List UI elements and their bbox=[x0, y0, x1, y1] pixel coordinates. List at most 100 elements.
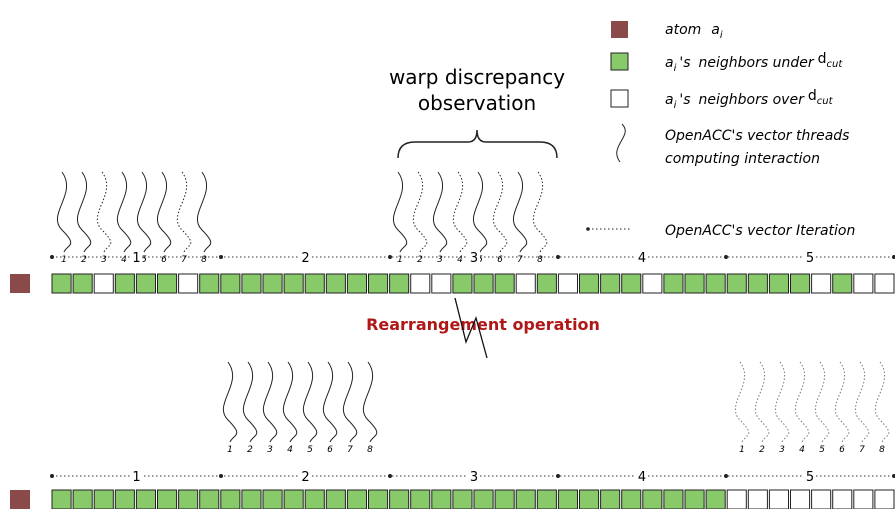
thread bbox=[734, 361, 750, 443]
thread bbox=[512, 171, 528, 253]
cell bbox=[389, 489, 410, 509]
thread bbox=[222, 361, 238, 443]
thread-label: 5 bbox=[307, 445, 313, 455]
thread-label: 6 bbox=[327, 445, 333, 455]
cell bbox=[663, 273, 684, 294]
cell bbox=[199, 489, 220, 509]
iteration-dot bbox=[388, 474, 392, 478]
segment-label: 2 bbox=[301, 251, 309, 266]
cell bbox=[621, 273, 642, 294]
cell bbox=[368, 489, 389, 509]
thread bbox=[282, 361, 298, 443]
thread-label: 4 bbox=[799, 445, 805, 455]
cell bbox=[832, 489, 853, 509]
cell bbox=[410, 273, 431, 294]
cell bbox=[157, 273, 178, 294]
label-bg bbox=[804, 249, 816, 265]
segment-label: 1 bbox=[132, 251, 140, 266]
thread-label: 5 bbox=[477, 255, 483, 265]
segment-label: 4 bbox=[638, 470, 646, 485]
thread bbox=[136, 171, 152, 253]
cell bbox=[811, 273, 832, 294]
thread bbox=[262, 361, 278, 443]
iteration-dot bbox=[50, 255, 54, 259]
cell bbox=[262, 273, 283, 294]
iteration-dot bbox=[556, 255, 560, 259]
thread-label: 4 bbox=[121, 255, 127, 265]
legend-part: neighbors over bbox=[699, 92, 806, 108]
cell bbox=[790, 489, 811, 509]
thread-label: 6 bbox=[839, 445, 845, 455]
cell bbox=[304, 489, 325, 509]
thread-label: 5 bbox=[141, 255, 147, 265]
thread-label: 3 bbox=[101, 255, 107, 265]
thread-label: 1 bbox=[739, 445, 745, 455]
segment-label: 3 bbox=[470, 470, 478, 485]
cell bbox=[51, 489, 72, 509]
thread bbox=[412, 171, 428, 253]
cell bbox=[642, 489, 663, 509]
iteration-dot bbox=[219, 255, 223, 259]
legend-part: atom bbox=[665, 22, 701, 38]
thread bbox=[472, 171, 488, 253]
label-bg bbox=[804, 468, 816, 484]
thread bbox=[392, 171, 408, 253]
legend-part: a bbox=[665, 55, 674, 71]
operation-label: Rearrangement operation bbox=[366, 315, 600, 334]
cell bbox=[135, 489, 156, 509]
cell bbox=[325, 273, 346, 294]
cell bbox=[241, 489, 262, 509]
iteration-dot bbox=[556, 474, 560, 478]
thread bbox=[794, 361, 810, 443]
thread bbox=[176, 171, 192, 253]
legend-thread bbox=[616, 123, 626, 163]
cell bbox=[452, 489, 473, 509]
cell bbox=[325, 489, 346, 509]
cell bbox=[262, 489, 283, 509]
cell bbox=[811, 489, 832, 509]
cell bbox=[790, 273, 811, 294]
cell bbox=[874, 273, 895, 294]
cell bbox=[536, 489, 557, 509]
thread-label: 3 bbox=[437, 255, 443, 265]
cell bbox=[536, 273, 557, 294]
legend-atom bbox=[611, 21, 628, 38]
thread bbox=[834, 361, 850, 443]
lightning bbox=[454, 297, 488, 359]
cell bbox=[389, 273, 410, 294]
legend-part: 's bbox=[679, 92, 690, 108]
cell bbox=[663, 489, 684, 509]
cell bbox=[747, 489, 768, 509]
legend-part: i bbox=[674, 100, 677, 111]
cell bbox=[431, 273, 452, 294]
legend-part: i bbox=[674, 63, 677, 74]
thread-label: 6 bbox=[497, 255, 503, 265]
cell bbox=[431, 489, 452, 509]
brace bbox=[397, 129, 558, 159]
cell bbox=[600, 489, 621, 509]
cell bbox=[178, 273, 199, 294]
thread bbox=[432, 171, 448, 253]
cell bbox=[473, 273, 494, 294]
thread bbox=[532, 171, 548, 253]
thread-label: 8 bbox=[537, 255, 543, 265]
thread bbox=[96, 171, 112, 253]
thread bbox=[242, 361, 258, 443]
label-bg bbox=[636, 249, 648, 265]
cell bbox=[557, 489, 579, 509]
legend-label: computing interaction bbox=[665, 151, 820, 167]
legend-part: i bbox=[720, 30, 723, 41]
cell bbox=[346, 489, 367, 509]
cell bbox=[220, 273, 241, 294]
thread-label: 4 bbox=[287, 445, 293, 455]
thread bbox=[56, 171, 72, 253]
thread-label: 3 bbox=[779, 445, 785, 455]
label-bg bbox=[636, 468, 648, 484]
thread bbox=[156, 171, 172, 253]
label-bg bbox=[299, 249, 312, 265]
label-bg bbox=[299, 468, 312, 484]
cell bbox=[494, 489, 515, 509]
legend-under bbox=[610, 52, 629, 71]
cell bbox=[705, 489, 726, 509]
